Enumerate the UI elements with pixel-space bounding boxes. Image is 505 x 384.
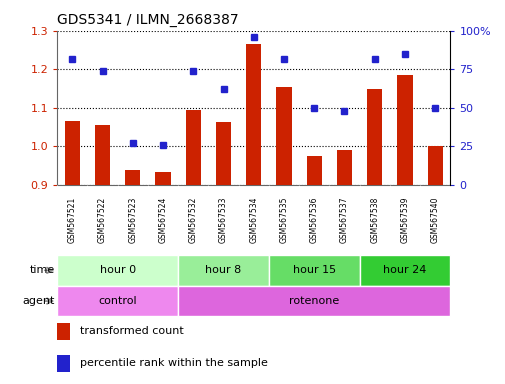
- Bar: [57, 355, 70, 372]
- Bar: [367, 89, 382, 185]
- Text: hour 8: hour 8: [205, 265, 241, 275]
- Text: hour 24: hour 24: [382, 265, 426, 275]
- Text: GSM567532: GSM567532: [188, 197, 197, 243]
- Bar: [336, 151, 351, 185]
- Text: percentile rank within the sample: percentile rank within the sample: [80, 358, 267, 368]
- Bar: [65, 121, 80, 185]
- Bar: [95, 125, 110, 185]
- Bar: [276, 87, 291, 185]
- Bar: [178, 255, 268, 286]
- Text: GSM567524: GSM567524: [158, 197, 167, 243]
- Bar: [57, 255, 178, 286]
- Text: GSM567522: GSM567522: [98, 197, 107, 243]
- Text: GSM567536: GSM567536: [309, 197, 318, 243]
- Text: GSM567534: GSM567534: [249, 197, 258, 243]
- Text: hour 15: hour 15: [292, 265, 335, 275]
- Text: GSM567523: GSM567523: [128, 197, 137, 243]
- Bar: [216, 122, 231, 185]
- Text: GSM567535: GSM567535: [279, 197, 288, 243]
- Text: GSM567537: GSM567537: [339, 197, 348, 243]
- Bar: [57, 323, 70, 340]
- Bar: [178, 286, 449, 316]
- Text: control: control: [98, 296, 137, 306]
- Bar: [155, 172, 170, 185]
- Bar: [125, 170, 140, 185]
- Bar: [427, 146, 442, 185]
- Text: GSM567539: GSM567539: [399, 197, 409, 243]
- Text: GSM567521: GSM567521: [68, 197, 77, 243]
- Text: rotenone: rotenone: [288, 296, 339, 306]
- Bar: [306, 156, 321, 185]
- Bar: [57, 286, 178, 316]
- Text: GSM567538: GSM567538: [370, 197, 378, 243]
- Bar: [359, 255, 449, 286]
- Bar: [268, 255, 359, 286]
- Text: GDS5341 / ILMN_2668387: GDS5341 / ILMN_2668387: [57, 13, 238, 27]
- Bar: [185, 110, 200, 185]
- Text: time: time: [29, 265, 55, 275]
- Text: hour 0: hour 0: [99, 265, 135, 275]
- Bar: [396, 75, 412, 185]
- Bar: [246, 44, 261, 185]
- Text: GSM567533: GSM567533: [219, 197, 228, 243]
- Text: transformed count: transformed count: [80, 326, 183, 336]
- Text: GSM567540: GSM567540: [430, 197, 439, 243]
- Text: agent: agent: [22, 296, 55, 306]
